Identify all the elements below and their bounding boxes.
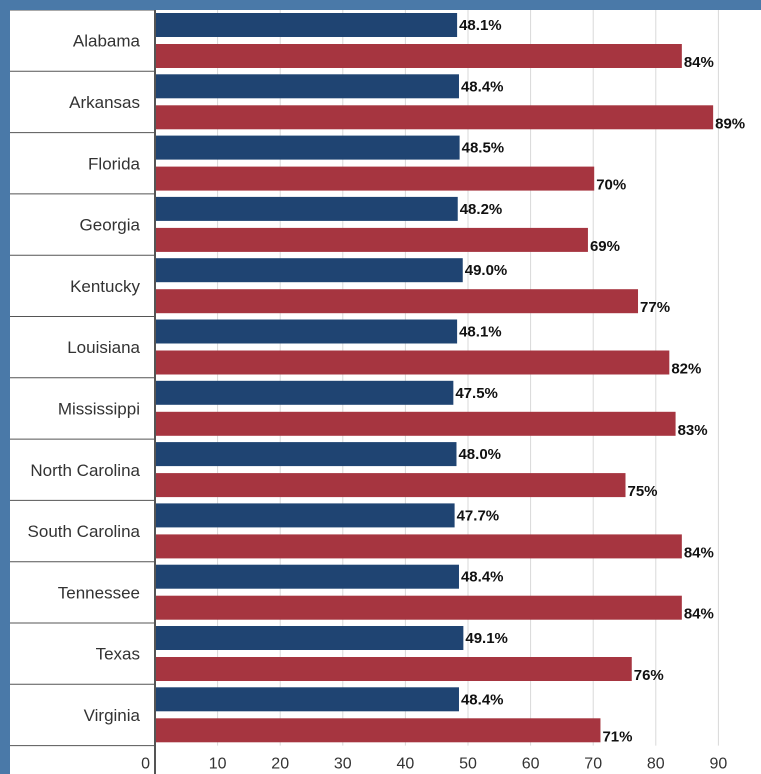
x-tick-label: 10 [209, 756, 227, 773]
data-label: 84% [684, 606, 714, 623]
data-label: 49.1% [465, 630, 508, 647]
data-label: 48.1% [459, 324, 502, 341]
bar-series2 [156, 105, 714, 130]
category-label: Kentucky [70, 277, 140, 296]
data-labels: 48.1% 84% 48.4% 89% 48.5% 70% 48.2% 69% 49.0% 77%… [455, 17, 745, 745]
bar-series2 [156, 227, 588, 252]
category-label: North Carolina [30, 461, 140, 480]
x-tick-label: 90 [710, 756, 728, 773]
category-label: Texas [96, 645, 140, 664]
bar-series2 [156, 473, 626, 498]
chart-panel: 48.1% 84% 48.4% 89% 48.5% 70% 48.2% 69% 49.0% 77%… [10, 10, 761, 774]
data-label: 83% [678, 422, 708, 439]
x-axis-ticks: 010203040506070809010 [141, 756, 728, 773]
x-tick-label: 50 [459, 756, 477, 773]
bar-series1 [156, 442, 457, 467]
bar-series1 [156, 626, 464, 650]
data-label: 47.7% [457, 507, 500, 524]
category-label: Tennessee [58, 583, 140, 602]
data-label: 84% [684, 544, 714, 561]
data-label: 89% [715, 115, 745, 132]
data-label: 70% [596, 177, 626, 194]
category-label: South Carolina [28, 522, 141, 541]
bar-series2 [156, 718, 601, 743]
bar-chart: 48.1% 84% 48.4% 89% 48.5% 70% 48.2% 69% 49.0% 77%… [10, 10, 745, 774]
category-label: Louisiana [67, 338, 140, 357]
data-label: 48.4% [461, 78, 504, 95]
data-label: 48.5% [462, 140, 505, 157]
bar-series1 [156, 319, 458, 344]
x-tick-label: 40 [397, 756, 415, 773]
data-label: 48.4% [461, 569, 504, 586]
bar-series1 [156, 135, 460, 160]
data-label: 48.2% [460, 201, 503, 218]
data-label: 75% [628, 483, 658, 500]
category-label: Alabama [73, 32, 141, 51]
bar-series2 [156, 657, 632, 681]
data-label: 69% [590, 238, 620, 255]
data-label: 76% [634, 667, 664, 684]
x-tick-label: 80 [647, 756, 665, 773]
category-separators [10, 10, 155, 747]
bar-series1 [156, 687, 459, 712]
category-labels: Alabama Arkansas Florida Georgia Kentucky Lou… [28, 32, 141, 725]
x-tick-label: 30 [334, 756, 352, 773]
data-label: 48.0% [458, 446, 501, 463]
bar-series1 [156, 258, 463, 283]
x-tick-label: 20 [271, 756, 289, 773]
category-label: Virginia [84, 706, 141, 725]
bar-series2 [156, 534, 682, 559]
data-label: 49.0% [465, 262, 508, 279]
bar-series2 [156, 411, 676, 436]
data-label: 48.4% [461, 691, 504, 708]
bars [156, 13, 714, 743]
bar-series1 [156, 13, 458, 37]
data-label: 77% [640, 299, 670, 316]
bar-series1 [156, 380, 454, 405]
bar-series1 [156, 74, 459, 99]
data-label: 71% [602, 728, 632, 745]
category-label: Arkansas [69, 93, 140, 112]
x-tick-label: 60 [522, 756, 540, 773]
bar-series1 [156, 196, 458, 221]
data-label: 82% [671, 361, 701, 378]
data-label: 47.5% [455, 385, 498, 402]
category-label: Georgia [80, 216, 141, 235]
data-label: 84% [684, 54, 714, 71]
grid-layer [217, 10, 719, 746]
bar-series2 [156, 350, 670, 375]
bar-series2 [156, 166, 595, 191]
bar-series1 [156, 503, 455, 528]
bar-series2 [156, 289, 639, 314]
data-label: 48.1% [459, 17, 502, 34]
bar-series2 [156, 595, 682, 620]
bar-series1 [156, 564, 459, 589]
x-tick-label: 70 [584, 756, 602, 773]
category-label: Florida [88, 154, 141, 173]
bar-series2 [156, 44, 682, 68]
x-tick-label: 0 [141, 756, 150, 773]
category-label: Mississippi [58, 399, 140, 418]
